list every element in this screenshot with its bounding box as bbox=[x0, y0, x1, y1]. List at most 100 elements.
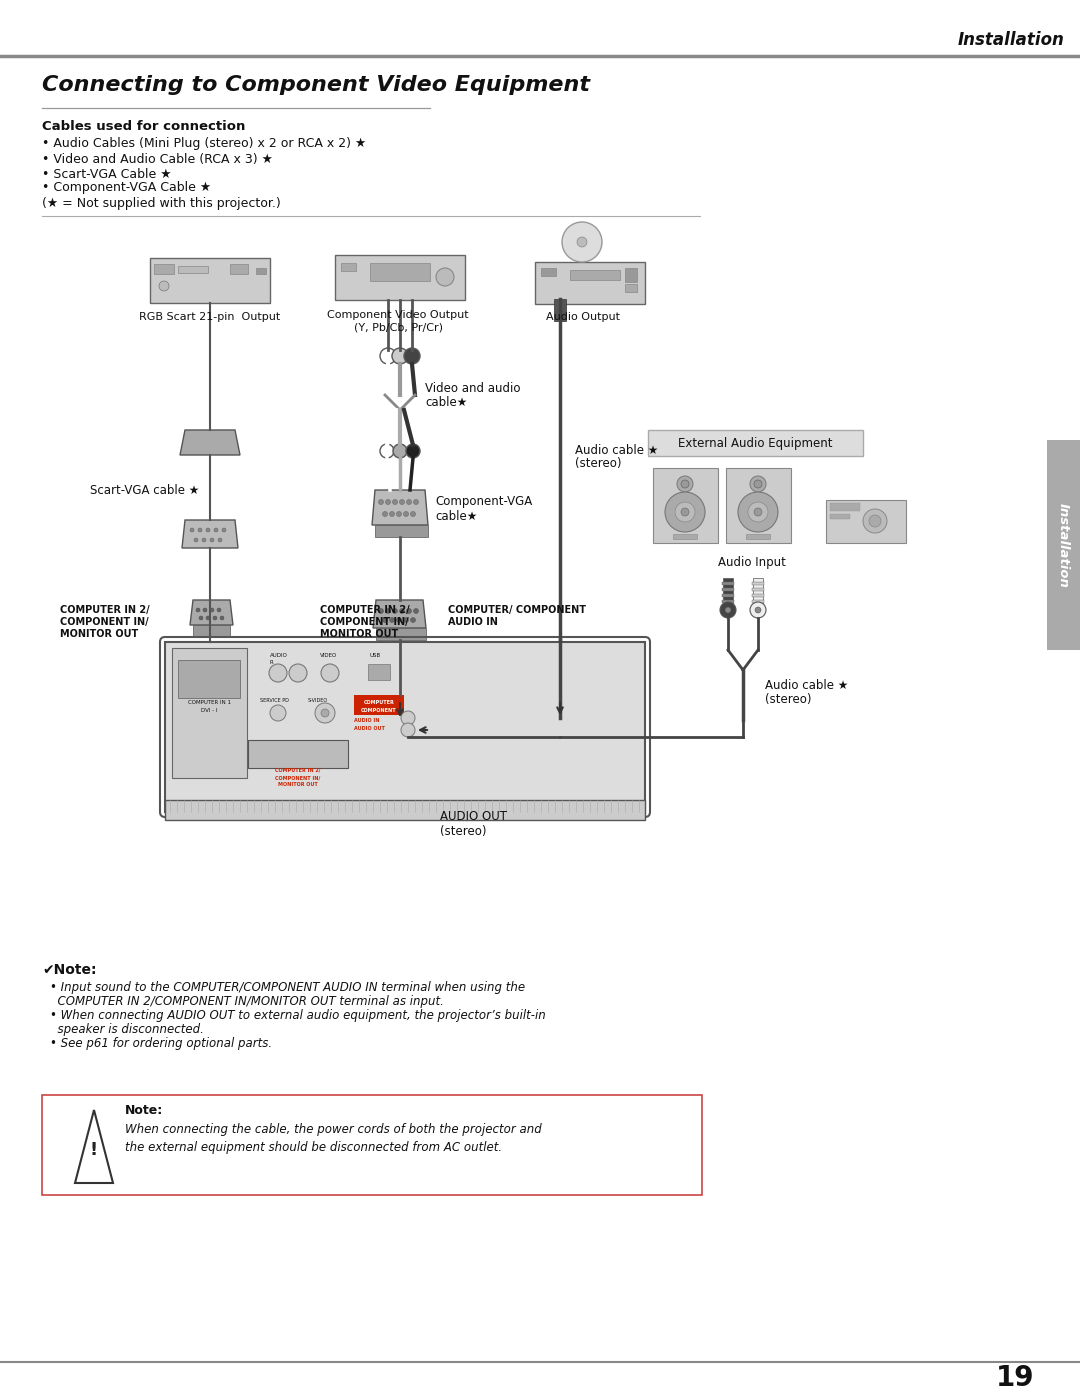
Circle shape bbox=[392, 500, 397, 504]
Bar bbox=[165, 643, 645, 812]
Circle shape bbox=[392, 348, 408, 365]
Bar bbox=[535, 263, 645, 305]
Text: Connecting to Component Video Equipment: Connecting to Component Video Equipment bbox=[42, 75, 590, 95]
Bar bbox=[752, 588, 764, 591]
Text: • Video and Audio Cable (RCA x 3) ★: • Video and Audio Cable (RCA x 3) ★ bbox=[42, 154, 273, 166]
Bar bbox=[648, 430, 863, 455]
Circle shape bbox=[754, 509, 762, 515]
Circle shape bbox=[378, 500, 383, 504]
Text: • See p61 for ordering optional parts.: • See p61 for ordering optional parts. bbox=[50, 1038, 272, 1051]
Circle shape bbox=[577, 237, 588, 247]
Text: COMPUTER IN 2/: COMPUTER IN 2/ bbox=[275, 768, 321, 773]
Bar bbox=[826, 500, 906, 543]
Bar bbox=[723, 583, 734, 585]
Circle shape bbox=[392, 609, 397, 613]
Circle shape bbox=[681, 481, 689, 488]
Text: speaker is disconnected.: speaker is disconnected. bbox=[50, 1024, 204, 1037]
Text: Audio Input: Audio Input bbox=[718, 556, 786, 569]
Circle shape bbox=[748, 502, 768, 522]
Bar bbox=[723, 594, 734, 597]
Text: COMPUTER IN 2/COMPONENT IN/MONITOR OUT terminal as input.: COMPUTER IN 2/COMPONENT IN/MONITOR OUT t… bbox=[50, 996, 444, 1009]
Bar bbox=[831, 503, 860, 511]
Circle shape bbox=[410, 617, 416, 623]
Circle shape bbox=[675, 502, 696, 522]
Circle shape bbox=[289, 664, 307, 682]
Bar bbox=[1047, 440, 1080, 650]
Circle shape bbox=[159, 281, 168, 291]
Text: COMPUTER: COMPUTER bbox=[364, 700, 394, 704]
Bar bbox=[354, 694, 404, 715]
Circle shape bbox=[755, 608, 761, 613]
Text: cable★: cable★ bbox=[435, 510, 477, 522]
Text: Audio Output: Audio Output bbox=[546, 312, 620, 321]
Circle shape bbox=[400, 500, 405, 504]
Text: MONITOR OUT: MONITOR OUT bbox=[60, 629, 138, 638]
Text: COMPUTER IN 2/: COMPUTER IN 2/ bbox=[60, 605, 150, 615]
Text: COMPONENT IN/: COMPONENT IN/ bbox=[60, 617, 149, 627]
Text: Component-VGA: Component-VGA bbox=[435, 496, 532, 509]
Circle shape bbox=[390, 617, 394, 623]
Circle shape bbox=[562, 222, 602, 263]
Circle shape bbox=[386, 609, 391, 613]
Text: External Audio Equipment: External Audio Equipment bbox=[678, 436, 833, 450]
Bar bbox=[341, 263, 356, 271]
Circle shape bbox=[863, 509, 887, 534]
Bar bbox=[376, 629, 426, 640]
Bar bbox=[625, 268, 637, 282]
Circle shape bbox=[270, 705, 286, 721]
Text: 19: 19 bbox=[996, 1363, 1035, 1391]
Text: RGB Scart 21-pin  Output: RGB Scart 21-pin Output bbox=[139, 312, 281, 321]
Text: !: ! bbox=[90, 1141, 98, 1160]
Text: • Component-VGA Cable ★: • Component-VGA Cable ★ bbox=[42, 182, 211, 194]
Circle shape bbox=[390, 511, 394, 517]
Text: COMPUTER IN 2/: COMPUTER IN 2/ bbox=[320, 605, 409, 615]
Circle shape bbox=[199, 616, 203, 620]
Bar bbox=[746, 534, 770, 539]
Polygon shape bbox=[372, 490, 428, 525]
Circle shape bbox=[720, 602, 735, 617]
Polygon shape bbox=[373, 599, 426, 629]
Circle shape bbox=[414, 500, 419, 504]
Bar bbox=[172, 648, 247, 778]
Circle shape bbox=[750, 476, 766, 492]
Text: (stereo): (stereo) bbox=[575, 457, 621, 471]
Bar bbox=[193, 624, 230, 637]
Bar bbox=[653, 468, 718, 543]
Bar bbox=[753, 578, 762, 606]
Circle shape bbox=[198, 528, 202, 532]
Circle shape bbox=[214, 528, 218, 532]
Text: VIDEO: VIDEO bbox=[320, 652, 337, 658]
Text: (stereo): (stereo) bbox=[765, 693, 811, 705]
Text: • When connecting AUDIO OUT to external audio equipment, the projector’s built-i: • When connecting AUDIO OUT to external … bbox=[50, 1010, 545, 1023]
Text: the external equipment should be disconnected from AC outlet.: the external equipment should be disconn… bbox=[125, 1140, 502, 1154]
Bar bbox=[256, 268, 266, 274]
Circle shape bbox=[404, 511, 408, 517]
Circle shape bbox=[217, 608, 221, 612]
Bar bbox=[335, 256, 465, 300]
Text: AUDIO IN: AUDIO IN bbox=[354, 718, 379, 724]
Circle shape bbox=[406, 444, 420, 458]
Circle shape bbox=[725, 608, 731, 613]
Circle shape bbox=[869, 515, 881, 527]
Text: COMPONENT IN/: COMPONENT IN/ bbox=[320, 617, 408, 627]
Bar bbox=[752, 594, 764, 597]
Text: COMPONENT IN/: COMPONENT IN/ bbox=[275, 775, 321, 780]
Circle shape bbox=[400, 609, 405, 613]
Circle shape bbox=[750, 602, 766, 617]
Circle shape bbox=[315, 703, 335, 724]
Text: Installation: Installation bbox=[958, 31, 1065, 49]
Bar bbox=[752, 599, 764, 604]
Circle shape bbox=[754, 481, 762, 488]
Text: COMPUTER/ COMPONENT: COMPUTER/ COMPONENT bbox=[448, 605, 586, 615]
Text: Installation: Installation bbox=[1056, 503, 1069, 587]
Text: Audio cable ★: Audio cable ★ bbox=[765, 679, 848, 692]
Circle shape bbox=[681, 509, 689, 515]
Circle shape bbox=[321, 710, 329, 717]
Circle shape bbox=[401, 711, 415, 725]
Bar bbox=[723, 599, 734, 604]
Circle shape bbox=[410, 511, 416, 517]
Circle shape bbox=[406, 500, 411, 504]
Circle shape bbox=[202, 538, 206, 542]
Bar bbox=[726, 468, 791, 543]
Circle shape bbox=[404, 617, 408, 623]
